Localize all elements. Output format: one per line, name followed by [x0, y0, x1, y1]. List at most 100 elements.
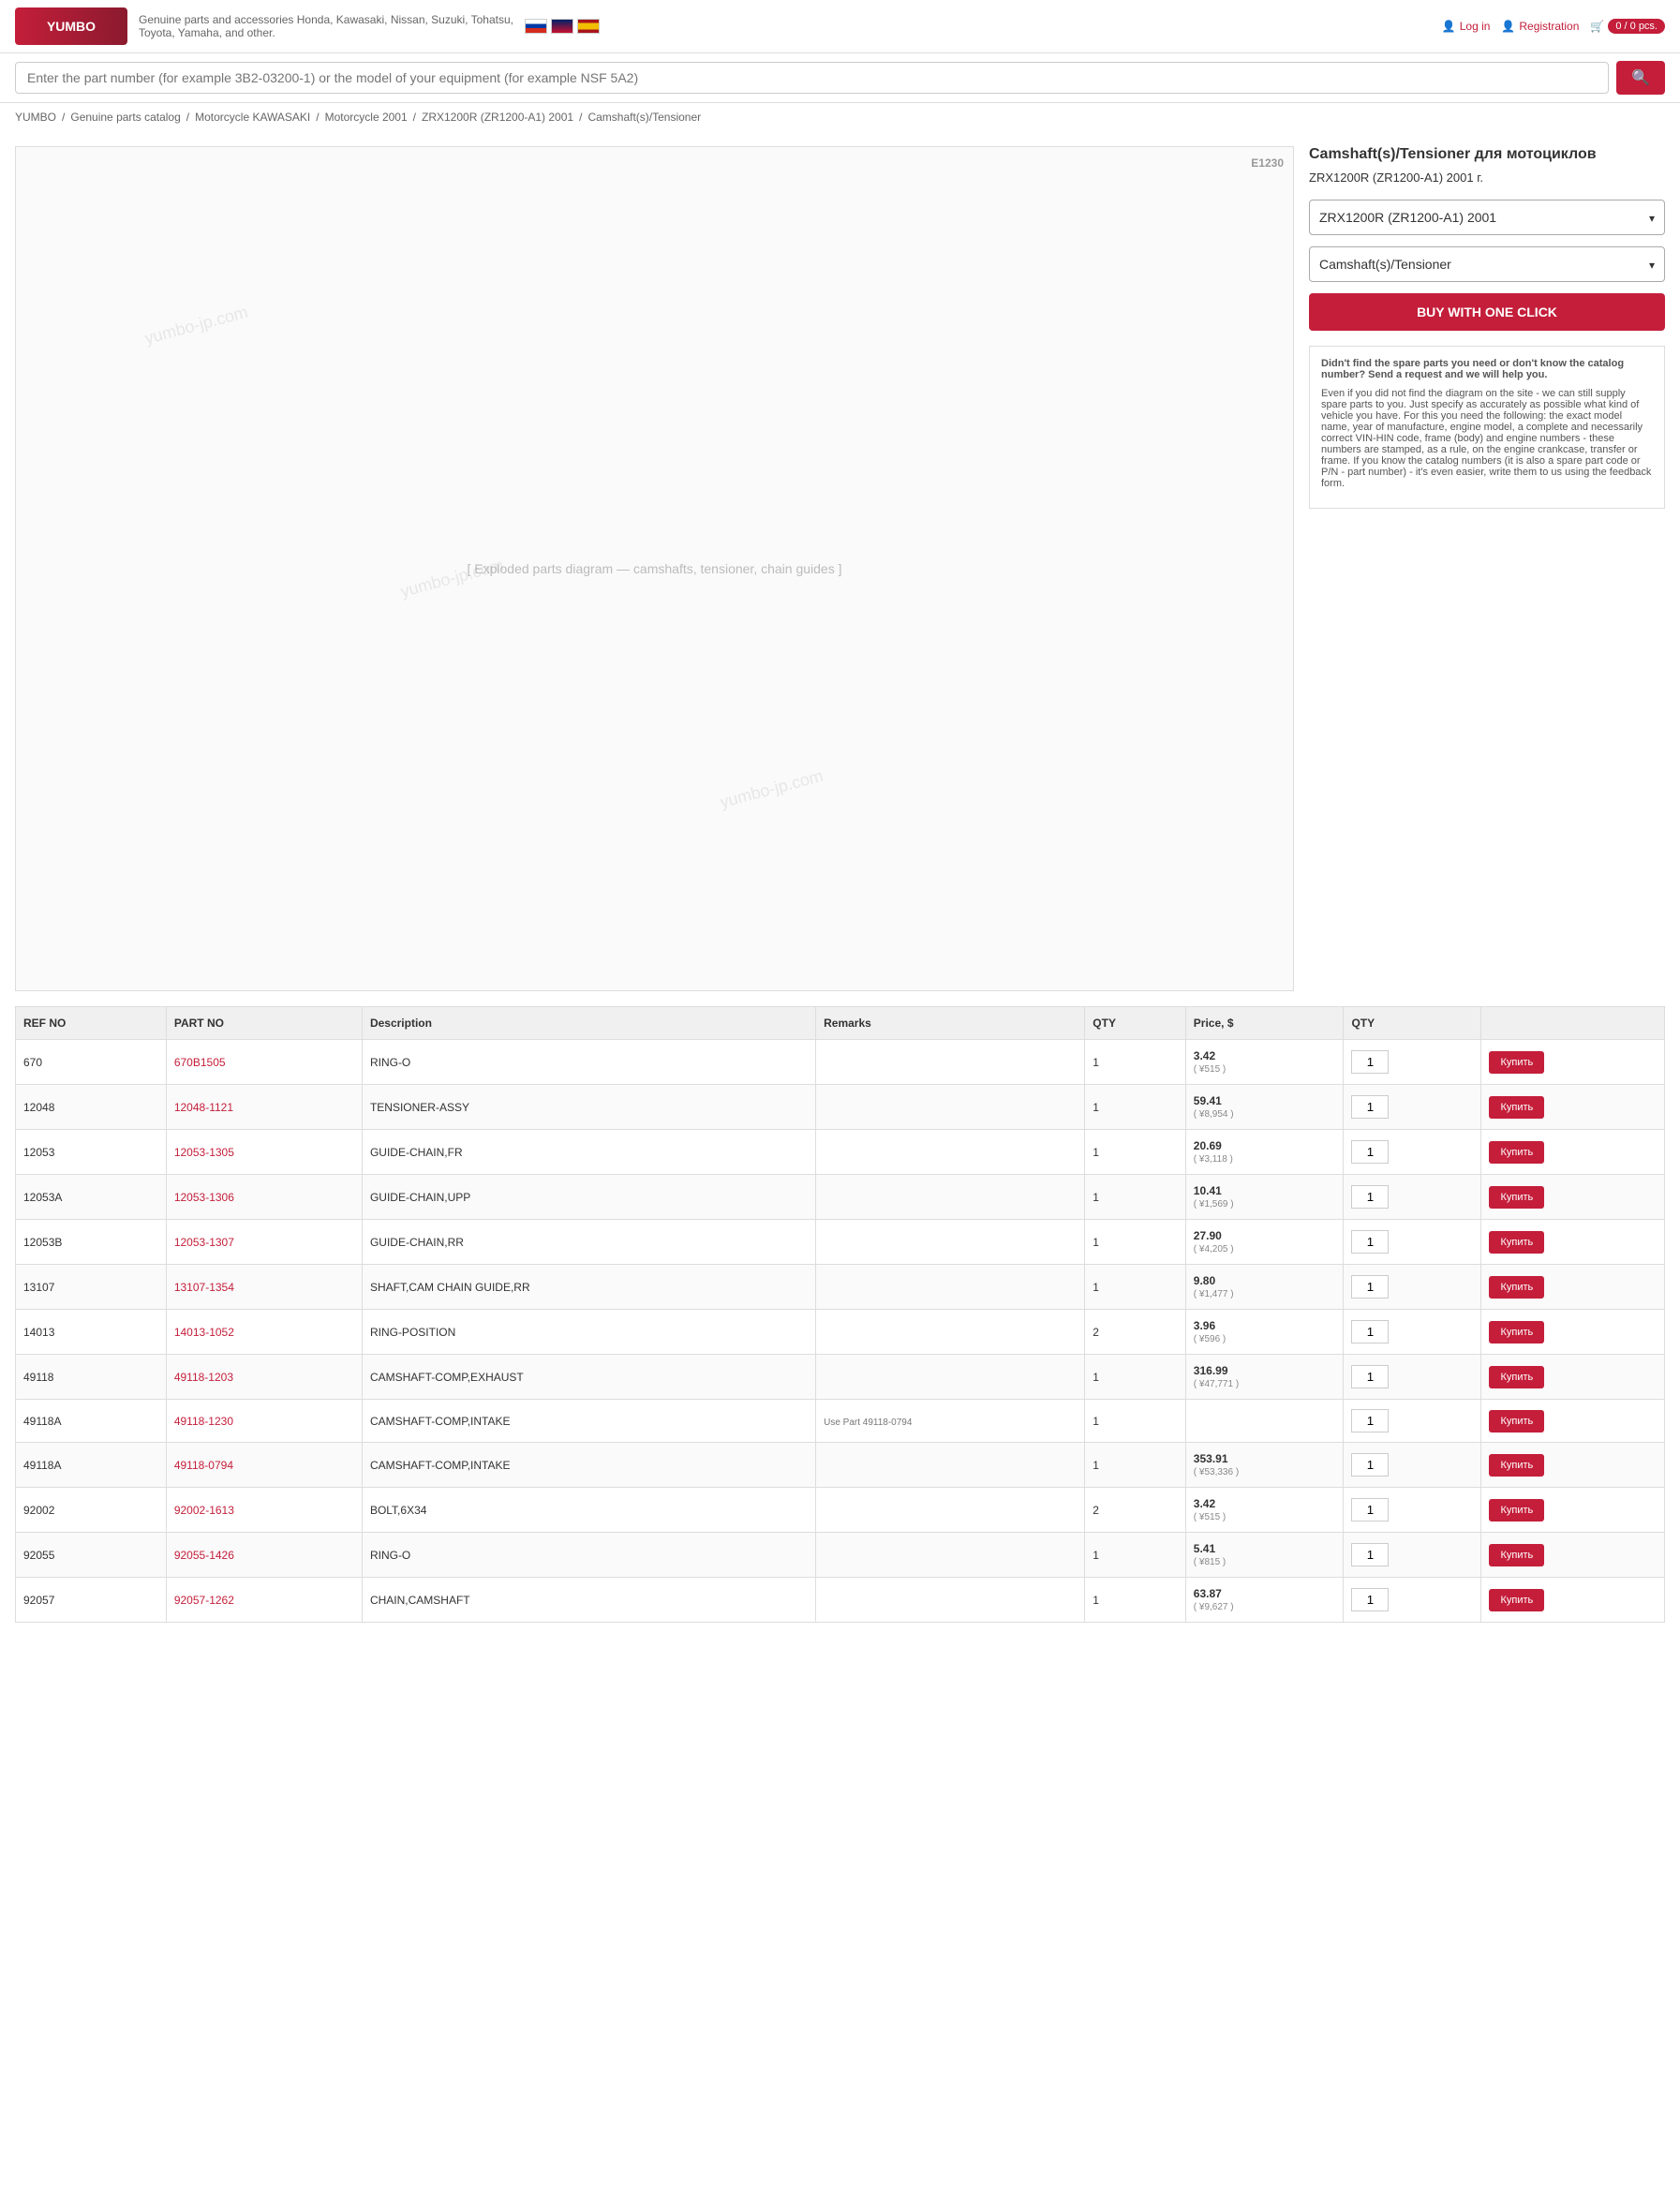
- cell-rem: [816, 1130, 1085, 1175]
- breadcrumb-item[interactable]: YUMBO: [15, 111, 56, 124]
- cell-pn[interactable]: 49118-0794: [166, 1443, 362, 1488]
- cell-pn[interactable]: 14013-1052: [166, 1310, 362, 1355]
- cell-ref: 92057: [16, 1578, 167, 1623]
- buy-one-click-button[interactable]: BUY WITH ONE CLICK: [1309, 293, 1665, 331]
- row-buy-button[interactable]: Купить: [1489, 1544, 1544, 1566]
- qty-input[interactable]: [1351, 1230, 1389, 1254]
- th-price: Price, $: [1185, 1007, 1344, 1040]
- cell-req: 1: [1085, 1400, 1186, 1443]
- cell-rem: [816, 1265, 1085, 1310]
- register-link[interactable]: 👤 Registration: [1501, 20, 1579, 33]
- breadcrumb-item[interactable]: Motorcycle 2001: [325, 111, 408, 124]
- qty-input[interactable]: [1351, 1140, 1389, 1164]
- cell-req: 1: [1085, 1533, 1186, 1578]
- logo[interactable]: YUMBO: [15, 7, 127, 45]
- cell-buy: Купить: [1481, 1085, 1665, 1130]
- qty-input[interactable]: [1351, 1050, 1389, 1074]
- search-input[interactable]: [15, 62, 1609, 94]
- cell-pn[interactable]: 12053-1306: [166, 1175, 362, 1220]
- row-buy-button[interactable]: Купить: [1489, 1366, 1544, 1388]
- cell-ref: 49118A: [16, 1400, 167, 1443]
- qty-input[interactable]: [1351, 1588, 1389, 1611]
- logo-area: YUMBO Genuine parts and accessories Hond…: [15, 7, 600, 45]
- row-buy-button[interactable]: Купить: [1489, 1231, 1544, 1254]
- th-desc: Description: [362, 1007, 815, 1040]
- cell-pn[interactable]: 49118-1203: [166, 1355, 362, 1400]
- row-buy-button[interactable]: Купить: [1489, 1051, 1544, 1074]
- qty-input[interactable]: [1351, 1185, 1389, 1209]
- flag-en[interactable]: [551, 19, 573, 34]
- flag-ru[interactable]: [525, 19, 547, 34]
- main-content: E1230 yumbo-jp.com yumbo-jp.com yumbo-jp…: [0, 131, 1680, 1006]
- breadcrumb-item[interactable]: Genuine parts catalog: [70, 111, 180, 124]
- row-buy-button[interactable]: Купить: [1489, 1141, 1544, 1164]
- row-buy-button[interactable]: Купить: [1489, 1454, 1544, 1477]
- cell-pn[interactable]: 670B1505: [166, 1040, 362, 1085]
- cell-pn[interactable]: 49118-1230: [166, 1400, 362, 1443]
- cell-price: 353.91( ¥53,336 ): [1185, 1443, 1344, 1488]
- row-buy-button[interactable]: Купить: [1489, 1186, 1544, 1209]
- diagram-area[interactable]: E1230 yumbo-jp.com yumbo-jp.com yumbo-jp…: [15, 146, 1294, 991]
- qty-input[interactable]: [1351, 1365, 1389, 1388]
- cell-price: 63.87( ¥9,627 ): [1185, 1578, 1344, 1623]
- cell-pn[interactable]: 13107-1354: [166, 1265, 362, 1310]
- cell-qty: [1344, 1040, 1481, 1085]
- cell-qty: [1344, 1085, 1481, 1130]
- th-qty: QTY: [1344, 1007, 1481, 1040]
- qty-input[interactable]: [1351, 1275, 1389, 1299]
- cell-ref: 92055: [16, 1533, 167, 1578]
- search-button[interactable]: 🔍: [1616, 61, 1665, 95]
- cell-req: 2: [1085, 1310, 1186, 1355]
- section-dropdown[interactable]: Camshaft(s)/Tensioner: [1309, 246, 1665, 282]
- language-flags: [525, 19, 600, 34]
- table-row: 9200292002-1613BOLT,6X3423.42( ¥515 )Куп…: [16, 1488, 1665, 1533]
- watermark: yumbo-jp.com: [718, 766, 825, 813]
- cell-price: 9.80( ¥1,477 ): [1185, 1265, 1344, 1310]
- th-rem: Remarks: [816, 1007, 1085, 1040]
- parts-table: REF NO PART NO Description Remarks QTY P…: [15, 1006, 1665, 1623]
- row-buy-button[interactable]: Купить: [1489, 1499, 1544, 1522]
- cell-rem: [816, 1533, 1085, 1578]
- cell-pn[interactable]: 12053-1307: [166, 1220, 362, 1265]
- note-title: Didn't find the spare parts you need or …: [1321, 358, 1624, 380]
- qty-input[interactable]: [1351, 1498, 1389, 1522]
- cell-price: 3.42( ¥515 ): [1185, 1488, 1344, 1533]
- row-buy-button[interactable]: Купить: [1489, 1410, 1544, 1433]
- table-row: 1205312053-1305GUIDE-CHAIN,FR120.69( ¥3,…: [16, 1130, 1665, 1175]
- qty-input[interactable]: [1351, 1320, 1389, 1343]
- row-buy-button[interactable]: Купить: [1489, 1276, 1544, 1299]
- cell-desc: CAMSHAFT-COMP,EXHAUST: [362, 1355, 815, 1400]
- cell-pn[interactable]: 92002-1613: [166, 1488, 362, 1533]
- help-note: Didn't find the spare parts you need or …: [1309, 346, 1665, 509]
- table-row: 49118A49118-0794CAMSHAFT-COMP,INTAKE1353…: [16, 1443, 1665, 1488]
- row-buy-button[interactable]: Купить: [1489, 1589, 1544, 1611]
- cell-pn[interactable]: 12053-1305: [166, 1130, 362, 1175]
- cell-price: [1185, 1400, 1344, 1443]
- breadcrumb-item[interactable]: ZRX1200R (ZR1200-A1) 2001: [422, 111, 573, 124]
- breadcrumb-item[interactable]: Motorcycle KAWASAKI: [195, 111, 310, 124]
- qty-input[interactable]: [1351, 1409, 1389, 1433]
- cell-ref: 12053: [16, 1130, 167, 1175]
- cell-req: 1: [1085, 1220, 1186, 1265]
- cell-buy: Купить: [1481, 1130, 1665, 1175]
- cell-qty: [1344, 1400, 1481, 1443]
- search-row: 🔍: [0, 53, 1680, 103]
- cart-link[interactable]: 🛒 0 / 0 pcs.: [1590, 19, 1665, 34]
- qty-input[interactable]: [1351, 1095, 1389, 1119]
- row-buy-button[interactable]: Купить: [1489, 1321, 1544, 1343]
- qty-input[interactable]: [1351, 1453, 1389, 1477]
- cell-desc: GUIDE-CHAIN,UPP: [362, 1175, 815, 1220]
- login-link[interactable]: 👤 Log in: [1442, 20, 1491, 33]
- row-buy-button[interactable]: Купить: [1489, 1096, 1544, 1119]
- cell-rem: [816, 1443, 1085, 1488]
- cell-req: 1: [1085, 1578, 1186, 1623]
- qty-input[interactable]: [1351, 1543, 1389, 1566]
- cell-pn[interactable]: 12048-1121: [166, 1085, 362, 1130]
- chevron-down-icon: [1649, 210, 1655, 225]
- cell-pn[interactable]: 92055-1426: [166, 1533, 362, 1578]
- cell-price: 27.90( ¥4,205 ): [1185, 1220, 1344, 1265]
- flag-es[interactable]: [577, 19, 600, 34]
- model-dropdown[interactable]: ZRX1200R (ZR1200-A1) 2001: [1309, 200, 1665, 235]
- cart-badge: 0 / 0 pcs.: [1608, 19, 1665, 34]
- cell-pn[interactable]: 92057-1262: [166, 1578, 362, 1623]
